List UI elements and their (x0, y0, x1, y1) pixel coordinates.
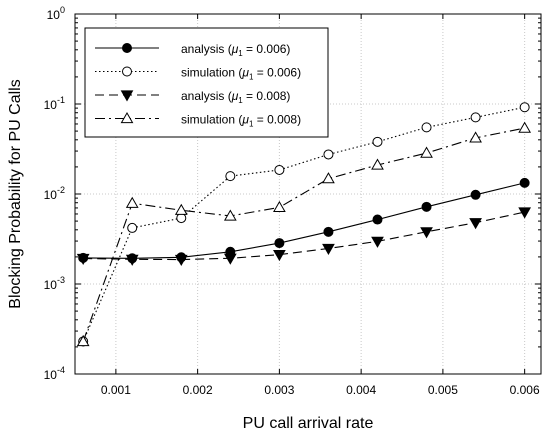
data-point (518, 207, 532, 219)
axis-ticks: 0.001 0.002 0.003 0.004 0.005 0.006 10-4 10-3 10… (44, 5, 541, 397)
legend-label: simulation (μ1 = 0.006) (181, 66, 301, 82)
data-point (274, 238, 285, 249)
data-point (274, 164, 285, 175)
y-tick-label: 10-2 (44, 185, 65, 202)
x-tick-label: 0.003 (264, 383, 294, 397)
data-point (371, 236, 384, 248)
x-tick-label: 0.005 (428, 383, 458, 397)
x-tick-label: 0.002 (183, 383, 213, 397)
series-line (83, 211, 525, 261)
data-point (519, 102, 530, 113)
data-point (120, 90, 134, 102)
data-point (125, 254, 139, 266)
series-layer (76, 102, 532, 347)
data-point (421, 201, 432, 212)
legend: analysis (μ1 = 0.006) simulation (μ1 = 0.… (84, 27, 329, 138)
x-axis-label: PU call arrival rate (243, 415, 374, 432)
data-point (470, 189, 481, 200)
data-point (122, 43, 132, 53)
data-point (122, 66, 132, 77)
data-point (372, 136, 383, 147)
data-point (76, 334, 90, 347)
data-point (469, 218, 482, 230)
series-4 (76, 121, 532, 347)
data-point (470, 112, 481, 123)
data-point (127, 222, 138, 233)
data-point (519, 177, 530, 188)
legend-label: analysis (μ1 = 0.008) (181, 89, 290, 105)
x-tick-label: 0.001 (101, 383, 131, 397)
data-point (322, 172, 335, 184)
data-point (174, 254, 188, 267)
data-point (518, 121, 532, 133)
series-line (83, 182, 525, 259)
data-point (371, 158, 384, 170)
data-point (223, 253, 237, 265)
data-point (420, 146, 433, 158)
data-point (125, 196, 139, 208)
data-point (323, 149, 334, 160)
series-line (82, 127, 525, 342)
data-point (273, 200, 286, 213)
legend-item-1: analysis (μ1 = 0.006) (95, 42, 290, 58)
data-point (420, 227, 433, 239)
data-point (372, 214, 383, 225)
data-point (225, 171, 236, 182)
legend-item-3: analysis (μ1 = 0.008) (95, 89, 290, 105)
data-point (223, 209, 237, 221)
data-point (176, 213, 187, 224)
data-point (421, 122, 432, 133)
data-point (322, 243, 335, 256)
y-tick-label: 100 (47, 5, 65, 22)
x-tick-label: 0.004 (346, 383, 376, 397)
data-point (76, 253, 90, 266)
data-point (120, 111, 134, 124)
legend-label: analysis (μ1 = 0.006) (181, 42, 290, 58)
data-point (323, 226, 334, 237)
series-3 (76, 207, 532, 267)
data-point (469, 131, 482, 143)
y-tick-label: 10-1 (44, 95, 65, 112)
data-point (174, 203, 188, 215)
y-tick-label: 10-3 (44, 275, 65, 292)
legend-item-4: simulation (μ1 = 0.008) (95, 111, 301, 129)
legend-item-2: simulation (μ1 = 0.006) (95, 66, 301, 82)
y-tick-label: 10-4 (44, 365, 65, 382)
data-point (273, 250, 286, 262)
legend-label: simulation (μ1 = 0.008) (181, 113, 301, 129)
series-line (82, 106, 525, 342)
y-axis-label: Blocking Probability for PU Calls (7, 79, 24, 308)
x-tick-label: 0.006 (510, 383, 540, 397)
